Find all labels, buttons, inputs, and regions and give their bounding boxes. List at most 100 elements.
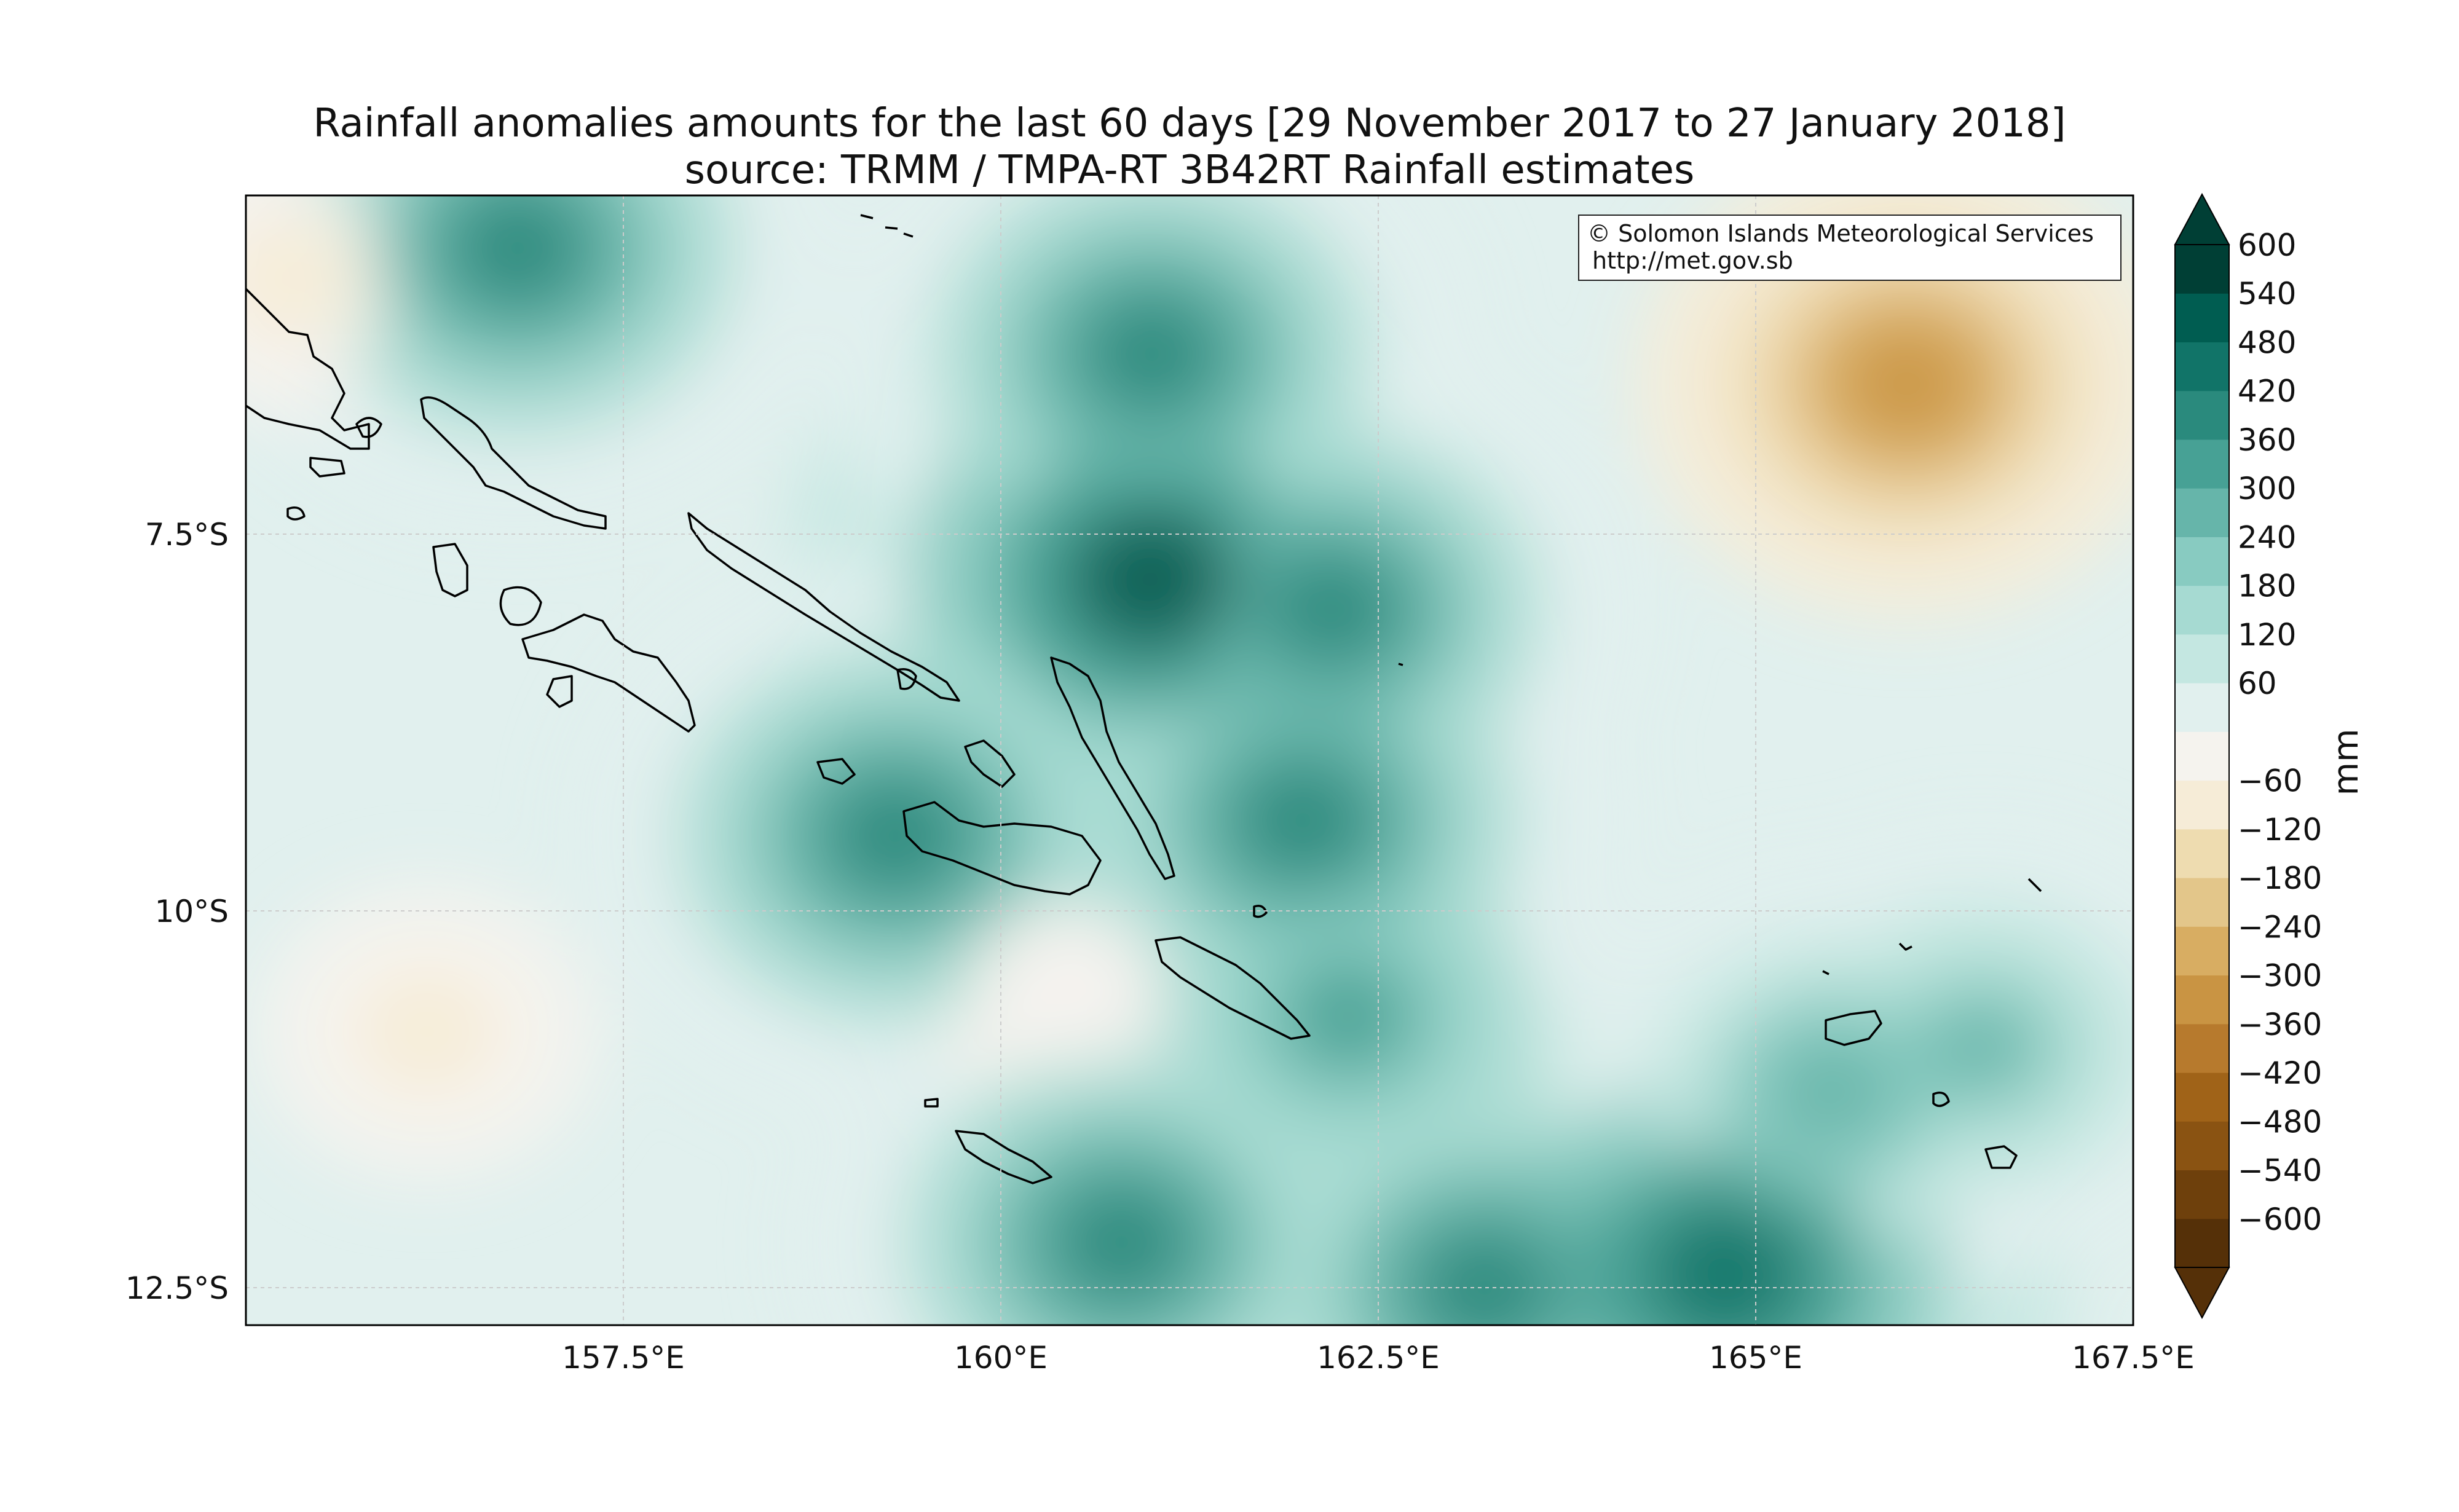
colorbar-tick-label: 300: [2238, 471, 2296, 506]
colorbar-bin: [2175, 1121, 2229, 1171]
colorbar-extend-min: [2174, 1267, 2230, 1320]
colorbar-bin: [2175, 780, 2229, 830]
colorbar-tick-label: 120: [2238, 617, 2296, 653]
x-tick-label: 165°E: [1709, 1340, 1802, 1376]
coast-choiseul: [420, 396, 607, 530]
colorbar-tick-label: −600: [2238, 1202, 2322, 1237]
coast-duff-islands: [2027, 878, 2042, 892]
coast-vella-lavella: [432, 543, 468, 597]
colorbar-tick-label: −420: [2238, 1055, 2322, 1091]
x-axis: 157.5°E 160°E 162.5°E 165°E 167.5°E: [562, 1340, 2195, 1376]
colorbar-bin: [2175, 245, 2229, 294]
colorbar: 600 540 480 420 360 300 240 180 120 60 −60 −120 −180…: [2174, 192, 2322, 1320]
colorbar-tick-label: −300: [2238, 958, 2322, 994]
colorbar-label: mm: [2326, 728, 2366, 795]
colorbar-bin: [2175, 537, 2229, 586]
coast-bellona: [924, 1098, 939, 1108]
y-tick-label: 12.5°S: [125, 1270, 229, 1306]
rainfall-field: [246, 195, 2133, 1325]
colorbar-bin: [2175, 1218, 2229, 1268]
colorbar-bin: [2175, 926, 2229, 976]
rainfall-core: [1045, 1176, 1198, 1309]
rainfall-core: [387, 996, 468, 1067]
colorbar-tick-label: −360: [2238, 1007, 2322, 1042]
rainfall-core: [441, 195, 594, 315]
coast-new-georgia: [521, 613, 696, 733]
colorbar-bin: [2175, 488, 2229, 537]
x-tick-label: 167.5°E: [2072, 1340, 2195, 1376]
colorbar-tick-label: 180: [2238, 569, 2296, 604]
gridlines: [246, 195, 2134, 1325]
x-tick-label: 157.5°E: [562, 1340, 685, 1376]
colorbar-tick-label: 420: [2238, 374, 2296, 409]
colorbar-tick-label: 540: [2238, 276, 2296, 312]
coast-florida-islands: [964, 739, 1016, 788]
colorbar-frame: [2174, 244, 2230, 1268]
colorbar-tick-label: −180: [2238, 860, 2322, 896]
coast-small-island-b: [309, 457, 345, 478]
colorbar-bin: [2175, 342, 2229, 392]
colorbar-bin: [2175, 878, 2229, 927]
colorbar-tick-label: −540: [2238, 1153, 2322, 1189]
colorbar-tick-label: −60: [2238, 763, 2303, 799]
rainfall-core: [1226, 754, 1379, 887]
y-tick-label: 10°S: [155, 894, 229, 929]
colorbar-bin: [2175, 390, 2229, 440]
credit-line-2: http://met.gov.sb: [1592, 247, 1793, 274]
coast-vanikoro: [1932, 1092, 1950, 1108]
colorbar-bin: [2175, 1023, 2229, 1073]
colorbar-extend-max: [2174, 192, 2230, 245]
coast-nendo: [1825, 1010, 1882, 1046]
colorbar-bin: [2175, 293, 2229, 342]
colorbar-bin: [2175, 1170, 2229, 1219]
rainfall-core: [1843, 329, 1970, 439]
coast-malaita: [1050, 656, 1175, 880]
colorbar-tick-label: −120: [2238, 812, 2322, 848]
credit-box-frame: [1578, 215, 2122, 281]
x-tick-label: 160°E: [954, 1340, 1048, 1376]
colorbar-tick-label: 480: [2238, 325, 2296, 360]
rainfall-core: [1075, 287, 1228, 420]
rainfall-core: [819, 769, 972, 902]
coastlines: [246, 214, 2042, 1184]
rainfall-core: [1922, 994, 2042, 1099]
y-axis: 7.5°S 10°S 12.5°S: [125, 517, 229, 1306]
chart-title: Rainfall anomalies amounts for the last …: [313, 101, 2066, 146]
y-tick-label: 7.5°S: [145, 517, 229, 553]
coast-russell-islands: [816, 758, 856, 785]
credit-box: © Solomon Islands Meteorological Service…: [1578, 215, 2122, 281]
colorbar-bin: [2175, 634, 2229, 683]
chart-subtitle: source: TRMM / TMPA-RT 3B42RT Rainfall e…: [685, 148, 1695, 193]
coast-guadalcanal: [902, 801, 1102, 896]
coast-buka: [355, 417, 382, 438]
coast-rendova: [546, 675, 573, 708]
map-panel: © Solomon Islands Meteorological Service…: [245, 194, 2134, 1326]
rainfall-core: [1407, 1221, 1560, 1325]
rainfall-core: [1065, 505, 1238, 655]
colorbar-bin: [2175, 731, 2229, 781]
rainfall-core: [1260, 546, 1406, 674]
x-tick-label: 162.5°E: [1317, 1340, 1440, 1376]
coast-sikaiana: [1398, 663, 1403, 666]
coast-utupua: [1984, 1145, 2018, 1169]
colorbar-bin: [2175, 975, 2229, 1025]
coast-ontong-java: [860, 214, 914, 238]
colorbar-tick-label: −240: [2238, 909, 2322, 945]
coast-makira: [1155, 936, 1311, 1040]
coast-kolombangara: [499, 586, 542, 626]
rainfall-core: [1768, 1036, 1895, 1147]
colorbar-tick-label: 360: [2238, 422, 2296, 458]
colorbar-tick-label: 240: [2238, 519, 2296, 555]
rainfall-core: [253, 245, 330, 312]
colorbar-tick-label: 60: [2238, 666, 2277, 701]
colorbar-tick-label: −480: [2238, 1104, 2322, 1140]
credit-line-1: © Solomon Islands Meteorological Service…: [1587, 220, 2094, 247]
colorbar-bin: [2175, 683, 2229, 732]
colorbar-tick-label: 600: [2238, 227, 2296, 263]
colorbar-bin: [2175, 439, 2229, 489]
coast-isabel-tip: [896, 668, 917, 690]
coast-bougainville: [246, 288, 370, 450]
colorbar-bin: [2175, 829, 2229, 878]
coast-ulawa: [1253, 905, 1268, 918]
